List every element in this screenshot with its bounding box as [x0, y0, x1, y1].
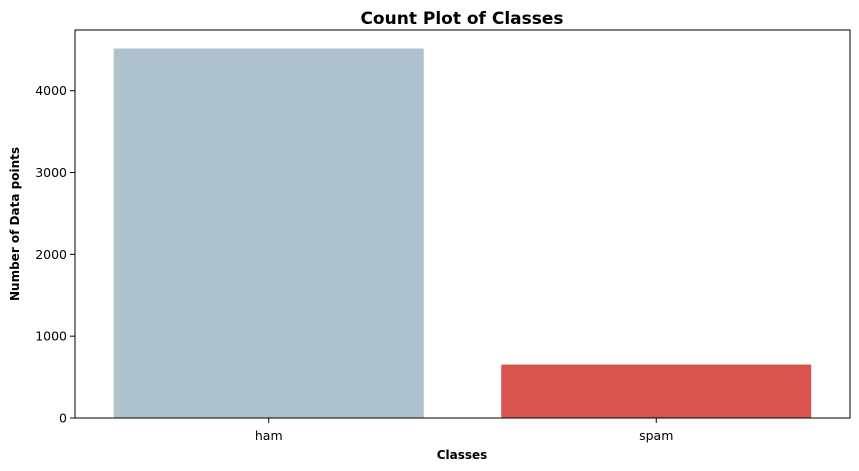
x-tick-label-ham: ham — [255, 428, 283, 443]
y-tick-label-0: 0 — [59, 411, 67, 426]
chart-title: Count Plot of Classes — [360, 9, 563, 29]
y-axis-label: Number of Data points — [8, 147, 22, 301]
y-tick-label-4000: 4000 — [35, 83, 67, 98]
bar-ham — [113, 48, 424, 419]
bar-spam — [501, 364, 812, 418]
x-tick-label-spam: spam — [639, 428, 673, 443]
plot-frame — [74, 29, 851, 419]
y-axis-ticks: 0 1000 2000 3000 4000 — [35, 83, 75, 426]
y-tick-label-2000: 2000 — [35, 247, 67, 262]
x-axis-label: Classes — [437, 448, 488, 462]
bars-group — [113, 48, 812, 419]
x-axis-ticks: ham spam — [255, 418, 673, 443]
y-tick-label-1000: 1000 — [35, 329, 67, 344]
y-tick-label-3000: 3000 — [35, 165, 67, 180]
